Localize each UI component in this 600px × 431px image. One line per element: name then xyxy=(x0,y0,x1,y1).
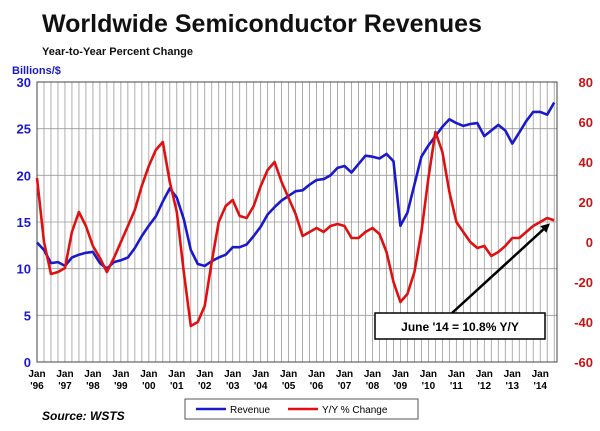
x-axis-tick: Jan'12 xyxy=(476,369,493,392)
x-tick-month: Jan xyxy=(532,369,549,380)
left-axis-tick-label: 30 xyxy=(17,75,31,90)
x-tick-month: Jan xyxy=(112,369,129,380)
x-tick-year: '08 xyxy=(366,381,380,392)
annotation-arrow xyxy=(451,228,545,314)
x-tick-year: '13 xyxy=(506,381,520,392)
x-tick-year: '10 xyxy=(422,381,436,392)
right-axis-tick-label: 40 xyxy=(579,155,593,170)
right-axis-tick-label: -20 xyxy=(574,275,593,290)
x-tick-month: Jan xyxy=(280,369,297,380)
x-axis-tick: Jan'10 xyxy=(420,369,437,392)
x-axis-tick: Jan'05 xyxy=(280,369,297,392)
x-tick-year: '09 xyxy=(394,381,408,392)
x-tick-year: '02 xyxy=(198,381,212,392)
x-tick-month: Jan xyxy=(420,369,437,380)
source-note: Source: WSTS xyxy=(42,409,125,423)
x-tick-year: '97 xyxy=(58,381,72,392)
x-tick-year: '06 xyxy=(310,381,324,392)
x-tick-year: '96 xyxy=(30,381,44,392)
x-tick-month: Jan xyxy=(224,369,241,380)
x-axis-tick: Jan'07 xyxy=(336,369,353,392)
x-axis-tick: Jan'11 xyxy=(448,369,465,392)
x-tick-year: '99 xyxy=(114,381,128,392)
left-axis-tick-label: 25 xyxy=(17,122,31,137)
x-tick-month: Jan xyxy=(84,369,101,380)
right-axis-tick-label: -40 xyxy=(574,315,593,330)
annotation-box xyxy=(374,312,546,340)
plot-frame xyxy=(36,81,558,363)
x-axis-tick: Jan'98 xyxy=(84,369,101,392)
x-tick-year: '14 xyxy=(533,381,547,392)
left-axis-ticks: 0 5 10 15 20 25 30 xyxy=(17,75,31,370)
x-axis-tick: Jan'08 xyxy=(364,369,381,392)
left-axis-tick-label: 0 xyxy=(24,355,31,370)
x-tick-month: Jan xyxy=(252,369,269,380)
x-tick-year: '05 xyxy=(282,381,296,392)
right-axis-tick-label: -60 xyxy=(574,355,593,370)
x-axis-tick: Jan'99 xyxy=(112,369,129,392)
x-tick-month: Jan xyxy=(168,369,185,380)
left-axis-tick-label: 5 xyxy=(24,308,31,323)
x-tick-month: Jan xyxy=(196,369,213,380)
x-tick-month: Jan xyxy=(364,369,381,380)
left-axis-label: Billions/$ xyxy=(12,65,61,77)
chart-title: Worldwide Semiconductor Revenues xyxy=(42,10,482,38)
series-lines xyxy=(35,101,556,328)
x-tick-month: Jan xyxy=(308,369,325,380)
x-tick-month: Jan xyxy=(28,369,45,380)
x-tick-year: '00 xyxy=(142,381,156,392)
chart-subtitle: Year-to-Year Percent Change xyxy=(42,46,193,58)
left-axis-tick-label: 10 xyxy=(17,262,31,277)
x-axis-tick: Jan'09 xyxy=(392,369,409,392)
x-axis-tick: Jan'14 xyxy=(532,369,549,392)
right-axis-tick-label: 0 xyxy=(586,235,593,250)
x-axis-tick: Jan'02 xyxy=(196,369,213,392)
x-tick-month: Jan xyxy=(476,369,493,380)
right-axis-tick-label: 80 xyxy=(579,75,593,90)
x-tick-month: Jan xyxy=(392,369,409,380)
series-line-yoy xyxy=(35,130,555,328)
legend-label-yoy: Y/Y % Change xyxy=(322,405,388,416)
x-axis-tick: Jan'97 xyxy=(56,369,73,392)
x-axis-tick: Jan'06 xyxy=(308,369,325,392)
annotation-text: June '14 = 10.8% Y/Y xyxy=(401,320,519,334)
x-axis-tick: Jan'13 xyxy=(504,369,521,392)
x-axis-tick: Jan'00 xyxy=(140,369,157,392)
x-tick-year: '01 xyxy=(170,381,184,392)
right-axis-tick-label: 20 xyxy=(579,195,593,210)
left-axis-tick-label: 20 xyxy=(17,168,31,183)
x-tick-year: '07 xyxy=(338,381,352,392)
x-axis-tick: Jan'04 xyxy=(252,369,269,392)
x-tick-year: '12 xyxy=(478,381,492,392)
legend-label-revenue: Revenue xyxy=(230,405,270,416)
x-tick-year: '98 xyxy=(86,381,100,392)
x-tick-year: '11 xyxy=(450,381,463,392)
x-tick-month: Jan xyxy=(56,369,73,380)
right-axis-ticks: -60 -40 -20 0 20 40 60 80 xyxy=(574,75,593,370)
left-axis-tick-label: 15 xyxy=(17,215,31,230)
x-axis-ticks: Jan'96Jan'97Jan'98Jan'99Jan'00Jan'01Jan'… xyxy=(28,369,548,392)
x-tick-month: Jan xyxy=(504,369,521,380)
x-tick-year: '03 xyxy=(226,381,240,392)
right-axis-tick-label: 60 xyxy=(579,115,593,130)
x-axis-tick: Jan'96 xyxy=(28,369,45,392)
grid xyxy=(37,82,557,362)
annotation-arrowhead xyxy=(540,223,550,233)
x-axis-tick: Jan'03 xyxy=(224,369,241,392)
x-tick-month: Jan xyxy=(140,369,157,380)
x-tick-month: Jan xyxy=(448,369,465,380)
x-tick-month: Jan xyxy=(336,369,353,380)
series-line-revenue xyxy=(36,101,556,270)
x-axis-tick: Jan'01 xyxy=(168,369,185,392)
x-tick-year: '04 xyxy=(254,381,268,392)
